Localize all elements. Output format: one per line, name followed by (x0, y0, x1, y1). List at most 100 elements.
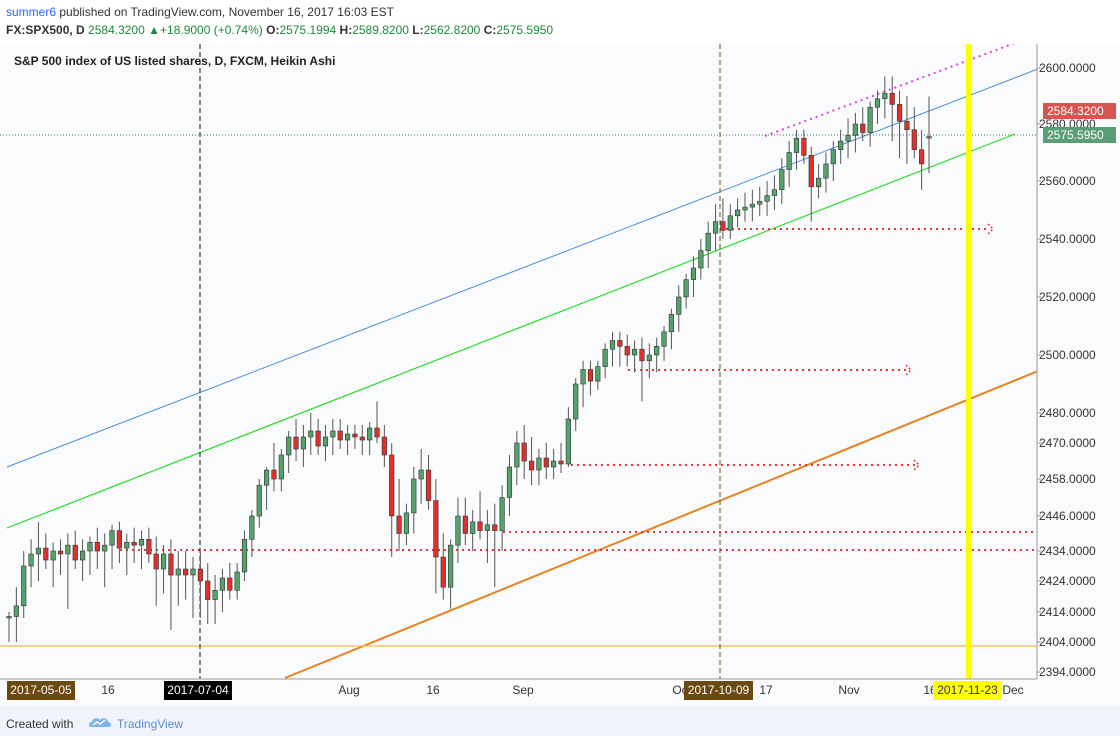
x-tick-label: Aug (338, 683, 359, 697)
candle (381, 425, 387, 467)
price-badge (1043, 127, 1116, 143)
candle-body (50, 550, 56, 561)
candle (308, 413, 314, 455)
candle-body (462, 515, 468, 534)
candle (219, 569, 226, 612)
candle-body (65, 544, 71, 555)
footer: Created with TradingView (0, 706, 1120, 736)
candle-body (565, 418, 571, 465)
candle (808, 146, 814, 222)
candle-body (514, 442, 520, 468)
candle (116, 521, 122, 563)
candle-body (322, 436, 329, 447)
candle (65, 533, 71, 609)
y-tick-label: 2520.0000 (1039, 290, 1096, 304)
candle (94, 527, 100, 569)
candle-body (911, 129, 917, 150)
candle (786, 141, 792, 187)
candle-body (771, 189, 778, 196)
candle-body (425, 469, 432, 501)
candle (455, 497, 461, 563)
candle-body (632, 348, 638, 356)
tradingview-brand[interactable]: TradingView (117, 717, 184, 731)
tradingview-cloud-icon[interactable] (88, 715, 112, 729)
candle-body (234, 571, 240, 591)
y-axis-area (1037, 44, 1120, 706)
marker-line-2017-11-23 (966, 44, 971, 679)
candle-body (757, 201, 763, 205)
candle-body (573, 383, 579, 420)
price-chart[interactable]: S&P 500 index of US listed shares, D, FX… (0, 0, 1120, 706)
candle-body (808, 155, 814, 188)
candle (168, 539, 174, 630)
candle-body (646, 354, 652, 362)
candle (573, 378, 579, 431)
candle (889, 76, 895, 142)
candle (779, 158, 785, 205)
candle (712, 204, 719, 251)
candle (764, 181, 770, 216)
candle (705, 221, 711, 268)
candle-body (506, 466, 513, 498)
candle-body (705, 232, 711, 251)
candle-body (374, 427, 380, 438)
candle (28, 539, 34, 588)
candle (138, 530, 145, 569)
candle (146, 527, 152, 563)
candle (433, 479, 439, 594)
candle-body (256, 484, 262, 517)
candle-body (882, 92, 888, 100)
candle-body (315, 430, 321, 447)
y-tick-label: 2446.0000 (1039, 509, 1096, 523)
candle (536, 449, 542, 486)
date-marker-badge (7, 681, 75, 700)
candle-body (609, 340, 616, 350)
candle-body (595, 366, 601, 382)
y-tick-label: 2480.0000 (1039, 406, 1096, 420)
author-link[interactable]: summer6 (6, 5, 57, 19)
candle (448, 539, 454, 609)
candle (35, 521, 42, 581)
candle-body (624, 345, 630, 356)
date-marker-label: 2017-10-09 (688, 683, 750, 697)
candle (256, 479, 262, 528)
last-price: 2584.3200 (88, 23, 145, 37)
candle (830, 141, 836, 181)
candle (845, 118, 851, 159)
candle-body (830, 149, 836, 165)
candle (315, 419, 321, 455)
date-marker-label: 2017-07-04 (167, 683, 229, 697)
candle (227, 563, 233, 600)
candle-body (477, 521, 483, 531)
candle-body (87, 541, 93, 552)
low-label: L: (412, 23, 424, 37)
candle-body (28, 553, 34, 567)
candle (153, 536, 159, 606)
candle (470, 509, 476, 551)
candle (867, 101, 873, 147)
candle-body (175, 568, 181, 576)
candle (558, 443, 564, 473)
candle-body (433, 500, 439, 558)
y-tick-label: 2470.0000 (1039, 436, 1096, 450)
low-value: 2562.8200 (423, 23, 481, 37)
candle-body (308, 430, 314, 438)
candle (102, 533, 108, 588)
candle (668, 308, 674, 350)
candle-body (219, 577, 226, 591)
candle (190, 557, 196, 618)
candle-body (94, 541, 100, 552)
candle-body (367, 427, 373, 441)
x-tick-label: Nov (838, 683, 859, 697)
candle (352, 425, 358, 449)
candle (860, 107, 866, 142)
candle-body (845, 135, 851, 142)
candle (72, 530, 78, 569)
y-tick-label: 2424.0000 (1039, 574, 1096, 588)
candle (661, 326, 667, 361)
candle-body (690, 267, 697, 280)
ohlc-line: FX:SPX500, D 2584.3200 ▲+18.9000 (+0.74%… (6, 23, 553, 37)
y-tick-label: 2394.0000 (1039, 665, 1096, 679)
candle-body (926, 136, 932, 139)
publish-info: published on TradingView.com, November 1… (59, 5, 395, 19)
